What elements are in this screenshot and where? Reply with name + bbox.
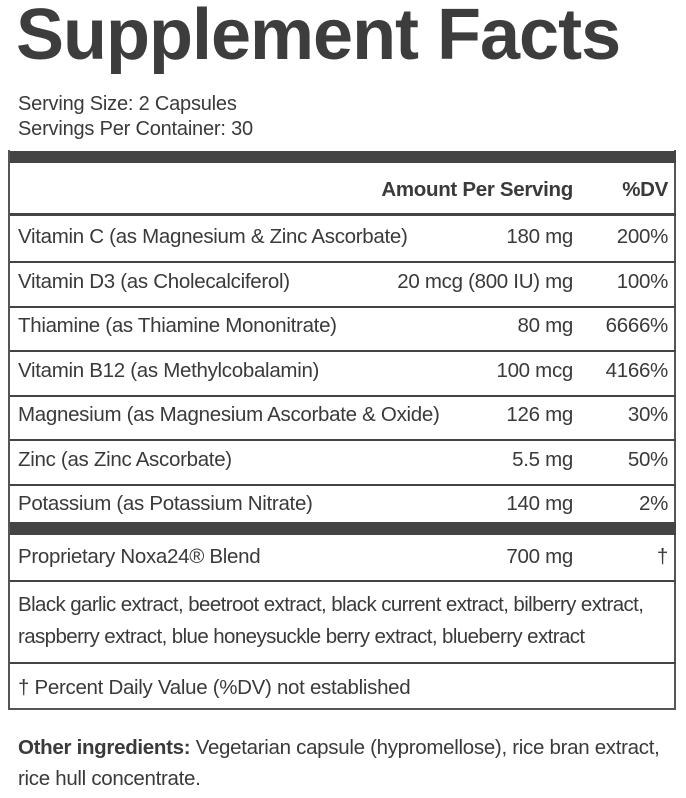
nutrient-dv: 100% — [616, 269, 669, 293]
nutrient-amount: 126 mg — [506, 403, 573, 426]
nutrient-amount: 100 mcg — [496, 358, 573, 382]
other-ingredients-label: Other ingredients: — [18, 736, 191, 759]
amount-header: Amount Per Serving — [381, 178, 573, 201]
row-rule — [10, 580, 676, 582]
blend-amount: 700 mg — [506, 545, 573, 568]
nutrient-name: Magnesium (as Magnesium Ascorbate & Oxid… — [18, 403, 440, 426]
dv-header: %DV — [622, 178, 668, 201]
header-rule — [10, 213, 676, 216]
row-rule — [10, 261, 676, 263]
blend-ingredients: raspberry extract, blue honeysuckle berr… — [18, 625, 585, 648]
nutrient-name: Vitamin B12 (as Methylcobalamin) — [18, 358, 320, 382]
row-rule — [10, 394, 676, 397]
nutrient-name: Potassium (as Potassium Nitrate) — [18, 492, 313, 515]
nutrient-dv: 200% — [616, 225, 669, 248]
row-rule — [10, 350, 676, 352]
nutrient-amount: 140 mg — [506, 492, 573, 515]
row-rule — [10, 305, 676, 308]
row-rule — [10, 483, 676, 486]
other-ingredients: Other ingredients: Vegetarian capsule (h… — [18, 732, 673, 794]
thick-rule — [10, 151, 676, 163]
facts-box — [8, 150, 676, 710]
serving-size: Serving Size: 2 Capsules — [18, 93, 237, 115]
nutrient-name: Vitamin D3 (as Cholecalciferol) — [18, 269, 290, 293]
nutrient-amount: 180 mg — [506, 225, 573, 248]
row-rule — [10, 662, 676, 664]
nutrient-dv: 50% — [627, 447, 668, 471]
blend-ingredients: Black garlic extract, beetroot extract, … — [18, 593, 644, 616]
nutrient-amount: 20 mcg (800 IU) mg — [397, 269, 573, 293]
footnote: † Percent Daily Value (%DV) not establis… — [18, 676, 411, 699]
nutrient-dv: 4166% — [605, 358, 669, 382]
thick-rule — [10, 522, 676, 535]
nutrient-dv: 6666% — [605, 314, 669, 337]
servings-per-container: Servings Per Container: 30 — [18, 118, 253, 140]
nutrient-name: Vitamin C (as Magnesium & Zinc Ascorbate… — [18, 225, 408, 248]
blend-name: Proprietary Noxa24® Blend — [18, 545, 261, 568]
other-ingredients-text: Vegetarian capsule (hypromellose), rice … — [18, 736, 660, 790]
nutrient-name: Thiamine (as Thiamine Mononitrate) — [18, 314, 337, 337]
nutrient-amount: 5.5 mg — [512, 447, 573, 471]
blend-dv: † — [656, 545, 668, 568]
nutrient-amount: 80 mg — [517, 314, 574, 337]
nutrient-name: Zinc (as Zinc Ascorbate) — [18, 447, 232, 471]
row-rule — [10, 439, 676, 441]
title: Supplement Facts — [16, 0, 621, 75]
nutrient-dv: 2% — [638, 492, 668, 515]
nutrient-dv: 30% — [627, 403, 668, 426]
